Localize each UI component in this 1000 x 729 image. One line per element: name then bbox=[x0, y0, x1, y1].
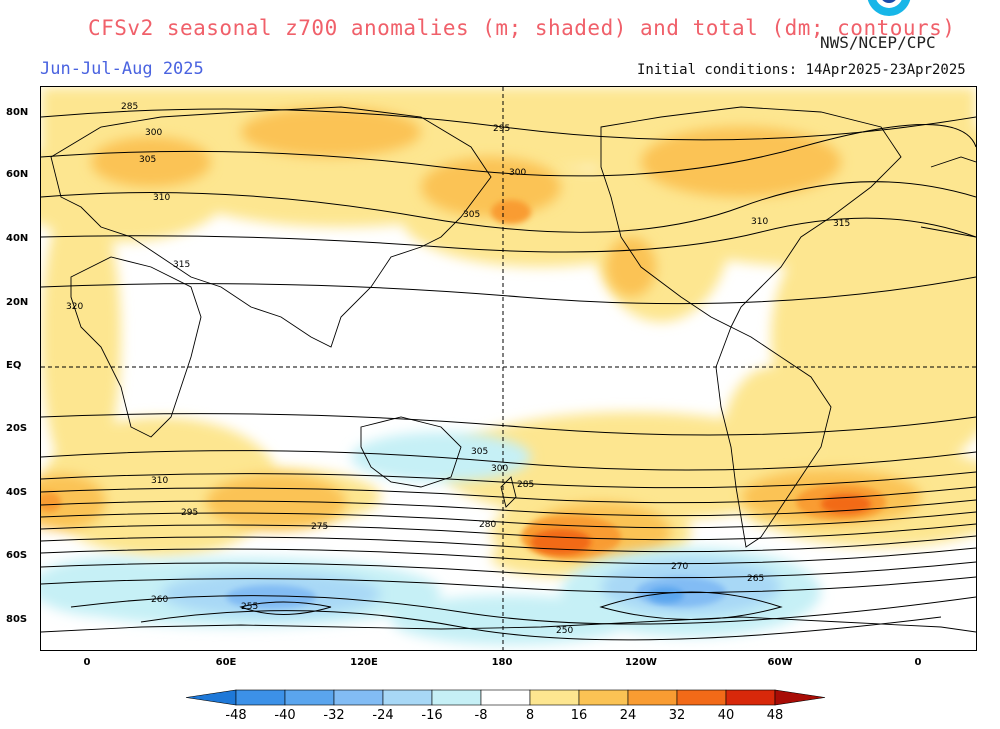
lat-label-20n: 20N bbox=[6, 297, 29, 308]
contour-label-295-c: 295 bbox=[181, 508, 198, 518]
lat-label-80s: 80S bbox=[6, 614, 28, 625]
lon-label-120w: 120W bbox=[625, 657, 657, 668]
lon-label-0-east: 0 bbox=[914, 657, 922, 668]
lat-label-60s: 60S bbox=[6, 550, 28, 561]
lat-label-eq: EQ bbox=[6, 360, 22, 371]
colorbar-box bbox=[676, 689, 727, 706]
contour-label-315: 315 bbox=[173, 260, 190, 270]
lat-label-60n: 60N bbox=[6, 169, 29, 180]
colorbar-box bbox=[284, 689, 335, 706]
contour-label-305-b: 305 bbox=[463, 210, 480, 220]
colorbar-box bbox=[480, 689, 531, 706]
colorbar-tick-label: 40 bbox=[717, 708, 735, 723]
colorbar-box bbox=[578, 689, 629, 706]
contour-label-260: 260 bbox=[151, 595, 168, 605]
colorbar-box bbox=[725, 689, 776, 706]
contour-label-285-c: 285 bbox=[517, 480, 534, 490]
colorbar-arrow-low bbox=[185, 689, 237, 706]
colorbar-tick-label: 24 bbox=[619, 708, 637, 723]
colorbar-box bbox=[627, 689, 678, 706]
lon-label-120e: 120E bbox=[350, 657, 378, 668]
colorbar-tick-label: -48 bbox=[225, 708, 247, 723]
colorbar-tick-label: 32 bbox=[668, 708, 686, 723]
colorbar-box bbox=[382, 689, 433, 706]
lat-label-40n: 40N bbox=[6, 233, 29, 244]
colorbar-boxes bbox=[185, 689, 826, 706]
colorbar-tick-label: 16 bbox=[570, 708, 588, 723]
season-label: Jun-Jul-Aug 2025 bbox=[40, 59, 204, 79]
colorbar-box bbox=[529, 689, 580, 706]
contour-label-255: 255 bbox=[241, 602, 258, 612]
contour-label-310-b: 310 bbox=[751, 217, 768, 227]
reference-lines bbox=[41, 87, 976, 650]
colorbar-tick-label: -8 bbox=[474, 708, 488, 723]
colorbar-box bbox=[333, 689, 384, 706]
lat-label-20s: 20S bbox=[6, 423, 28, 434]
colorbar-tick-label: -16 bbox=[421, 708, 443, 723]
contour-label-275: 275 bbox=[311, 522, 328, 532]
colorbar-box bbox=[235, 689, 286, 706]
map-panel: 285 300 305 310 315 320 295 300 305 310 … bbox=[40, 86, 977, 651]
contour-label-300: 300 bbox=[145, 128, 162, 138]
credit-label: NWS/NCEP/CPC bbox=[820, 33, 936, 52]
contour-label-295: 295 bbox=[493, 124, 510, 134]
anomaly-map: 285 300 305 310 315 320 295 300 305 310 … bbox=[41, 87, 976, 650]
noaa-logo bbox=[867, 0, 911, 16]
lon-label-0: 0 bbox=[83, 657, 91, 668]
contour-label-305-c: 305 bbox=[471, 447, 488, 457]
colorbar-tick-label: 48 bbox=[766, 708, 784, 723]
lat-label-40s: 40S bbox=[6, 487, 28, 498]
contour-label-310-c: 310 bbox=[151, 476, 168, 486]
map-title: CFSv2 seasonal z700 anomalies (m; shaded… bbox=[88, 16, 956, 40]
contour-label-270: 270 bbox=[671, 562, 688, 572]
lon-label-60e: 60E bbox=[215, 657, 237, 668]
colorbar-tick-label: -40 bbox=[274, 708, 296, 723]
contour-label-300-c: 300 bbox=[491, 464, 508, 474]
contour-label-265: 265 bbox=[747, 574, 764, 584]
contour-label-320: 320 bbox=[66, 302, 83, 312]
colorbar bbox=[185, 689, 826, 706]
contour-label-250: 250 bbox=[556, 626, 573, 636]
contour-label-300-b: 300 bbox=[509, 168, 526, 178]
contour-label-315-b: 315 bbox=[833, 219, 850, 229]
contour-lines bbox=[41, 108, 976, 641]
colorbar-tick-label: -32 bbox=[323, 708, 345, 723]
lat-label-80n: 80N bbox=[6, 107, 29, 118]
anomaly-shading bbox=[41, 87, 976, 645]
colorbar-tick-label: 8 bbox=[525, 708, 535, 723]
colorbar-arrow-high bbox=[774, 689, 826, 706]
initial-conditions-label: Initial conditions: 14Apr2025-23Apr2025 bbox=[637, 62, 966, 78]
lon-label-60w: 60W bbox=[767, 657, 793, 668]
contour-label-280: 280 bbox=[479, 520, 496, 530]
contour-labels: 285 300 305 310 315 320 295 300 305 310 … bbox=[66, 102, 850, 636]
colorbar-tick-label: -24 bbox=[372, 708, 394, 723]
colorbar-box bbox=[431, 689, 482, 706]
contour-label-310: 310 bbox=[153, 193, 170, 203]
contour-label-305: 305 bbox=[139, 155, 156, 165]
contour-label-285: 285 bbox=[121, 102, 138, 112]
coastlines bbox=[41, 106, 976, 633]
lon-label-180: 180 bbox=[491, 657, 513, 668]
